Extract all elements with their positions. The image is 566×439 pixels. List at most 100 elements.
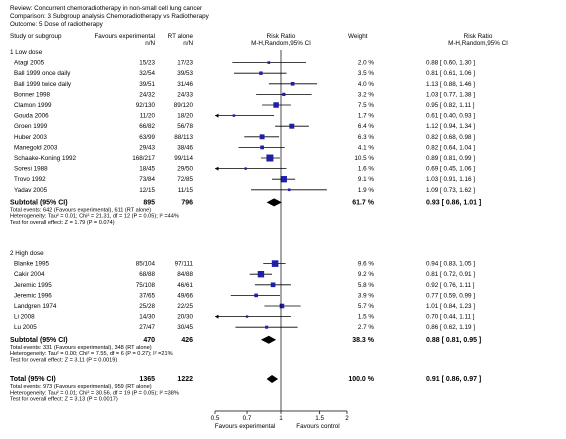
study-name: Blanke 1995 [14, 261, 50, 268]
ctrl-events: 89/120 [174, 102, 194, 109]
axis-tick-label: 0.5 [211, 415, 220, 422]
study-name: Ball 1999 once daily [14, 70, 71, 77]
rr-ci-value: 0.92 [ 0.76, 1.11 ] [426, 282, 475, 289]
ctrl-events: 38/46 [177, 144, 193, 151]
study-row: Atagi 2005 15/23 17/23 2.0 % 0.88 [ 0.60, 1.… [14, 60, 475, 67]
rr-ci-value: 0.94 [ 0.83, 1.05 ] [426, 261, 475, 268]
ctrl-total: 796 [181, 199, 193, 206]
ctrl-events: 84/88 [177, 271, 193, 278]
ci-arrow-left [215, 314, 219, 319]
summary-note: Total events: 973 (Favours experimental)… [10, 384, 152, 390]
study-name: Trovo 1992 [14, 176, 46, 183]
subtotal-row: Subtotal (95% CI) 895 796 61.7 % 0.93 [ 0.86… [10, 198, 481, 226]
point-estimate [257, 271, 265, 278]
ctrl-events: 99/114 [174, 155, 193, 162]
point-estimate [267, 61, 271, 64]
outcome-title: Outcome: 5 Dose of radiotherapy [10, 21, 104, 28]
rr-plot-column-subheader: M-H,Random,95% CI [251, 40, 311, 47]
point-estimate [259, 71, 263, 75]
exp-total: 1365 [139, 376, 155, 383]
rr-ci-value: 1.03 [ 0.91, 1.16 ] [426, 176, 475, 183]
axis-tick-label: 0.7 [243, 415, 252, 422]
rr-ci-value: 0.86 [ 0.62, 1.19 ] [426, 324, 475, 331]
comparison-title: Comparison: 3 Subgroup analysis Chemorad… [10, 13, 210, 20]
ctrl-events: 97/111 [175, 261, 194, 268]
weight-value: 7.5 % [358, 102, 375, 109]
exp-total: 470 [143, 337, 155, 344]
summary-note: Heterogeneity: Tau² = 0.01; Chi² = 30.56… [10, 390, 179, 396]
study-row: Groen 1999 66/82 56/78 6.4 % 1.12 [ 0.94, 1.… [14, 123, 475, 130]
weight-value: 4.1 % [358, 144, 375, 151]
point-estimate [271, 260, 279, 267]
axis-label-right: Favours control [296, 423, 339, 430]
summary-weight: 100.0 % [348, 376, 374, 383]
summary-label: Subtotal (95% CI) [10, 199, 68, 206]
rr-ci-value: 0.70 [ 0.44, 1.11 ] [426, 314, 475, 321]
subgroup-label: 1 Low dose [10, 49, 43, 56]
study-name: Huber 2003 [14, 134, 47, 141]
rr-text-column-subheader: M-H,Random,95% CI [448, 40, 508, 47]
ctrl-events: 17/23 [177, 60, 193, 67]
study-row: Li 2008 14/30 20/30 1.5 % 0.70 [ 0.44, 1.11 … [14, 314, 475, 321]
study-column-header: Study or subgroup [10, 33, 62, 40]
exp-events: 18/45 [139, 166, 155, 173]
weight-value: 9.1 % [358, 176, 375, 183]
study-row: Trovo 1992 73/84 72/85 9.1 % 1.03 [ 0.91, 1.… [14, 176, 475, 183]
exp-events: 66/82 [139, 123, 155, 130]
summary-note: Total events: 642 (Favours experimental)… [10, 207, 151, 213]
study-name: Yadav 2005 [14, 187, 48, 194]
rr-ci-value: 1.09 [ 0.73, 1.62 ] [426, 187, 475, 194]
study-row: Blanke 1995 85/104 97/111 9.6 % 0.94 [ 0.83,… [14, 260, 475, 268]
exp-events: 24/32 [139, 91, 155, 98]
study-row: Landgren 1974 25/28 22/25 5.7 % 1.01 [ 0.84,… [14, 303, 475, 310]
rr-ci-value: 1.03 [ 0.77, 1.38 ] [426, 91, 475, 98]
weight-value: 6.3 % [358, 134, 375, 141]
summary-weight: 61.7 % [352, 199, 375, 206]
ctrl-total: 1222 [177, 376, 193, 383]
rr-ci-value: 0.95 [ 0.82, 1.11 ] [426, 102, 475, 109]
study-name: Landgren 1974 [14, 303, 57, 310]
study-row: Gouda 2006 11/20 18/20 1.7 % 0.61 [ 0.40, 0.… [14, 113, 475, 120]
exp-events: 12/15 [139, 187, 155, 194]
exp-column-header: Favours experimental [94, 33, 155, 40]
point-estimate [279, 303, 285, 309]
study-name: Lu 2005 [14, 324, 37, 331]
study-row: Jeremic 1996 37/65 49/66 3.9 % 0.77 [ 0.59, … [14, 292, 475, 299]
study-row: Manegold 2003 29/43 38/46 4.1 % 0.82 [ 0.64,… [14, 144, 475, 151]
summary-weight: 38.3 % [352, 337, 375, 344]
rr-ci-value: 0.89 [ 0.81, 0.99 ] [426, 155, 475, 162]
point-estimate [244, 167, 247, 170]
summary-note: Heterogeneity: Tau² = 0.01; Chi² = 21.31… [10, 214, 179, 220]
exp-events: 68/88 [139, 271, 155, 278]
study-row: Jeremic 1995 75/108 46/61 5.8 % 0.92 [ 0.76,… [14, 282, 475, 289]
ctrl-events: 22/25 [177, 303, 193, 310]
study-name: Bonner 1998 [14, 91, 51, 98]
rr-ci-value: 1.12 [ 0.94, 1.34 ] [426, 123, 475, 130]
rr-ci-value: 0.61 [ 0.40, 0.93 ] [426, 113, 475, 120]
exp-events: 25/28 [139, 303, 155, 310]
subgroup-label: 2 High dose [10, 250, 44, 257]
summary-note: Total events: 331 (Favours experimental)… [10, 345, 152, 351]
weight-column-header: Weight [348, 33, 368, 40]
weight-value: 6.4 % [358, 123, 375, 130]
summary-note: Heterogeneity: Tau² = 0.00; Chi² = 7.55,… [10, 351, 173, 357]
summary-diamond [266, 375, 279, 383]
weight-value: 1.9 % [358, 187, 375, 194]
exp-events: 32/54 [139, 70, 155, 77]
weight-value: 2.7 % [358, 324, 375, 331]
point-estimate [265, 325, 269, 329]
exp-events: 27/47 [139, 324, 155, 331]
ctrl-events: 88/113 [174, 134, 193, 141]
exp-events: 73/84 [139, 176, 155, 183]
exp-events: 11/20 [140, 113, 156, 120]
weight-value: 1.5 % [358, 314, 375, 321]
rr-ci-value: 0.81 [ 0.72, 0.91 ] [426, 271, 475, 278]
rr-ci-value: 0.82 [ 0.64, 1.04 ] [426, 144, 475, 151]
point-estimate [260, 145, 264, 150]
weight-value: 9.6 % [358, 261, 375, 268]
x-axis: 0.5 0.7 1 1.5 2 Favours experimental Favours c… [211, 50, 349, 430]
point-estimate [245, 315, 249, 318]
point-estimate [259, 134, 265, 140]
rr-ci-value: 0.82 [ 0.68, 0.98 ] [426, 134, 475, 141]
summary-label: Subtotal (95% CI) [10, 337, 68, 344]
